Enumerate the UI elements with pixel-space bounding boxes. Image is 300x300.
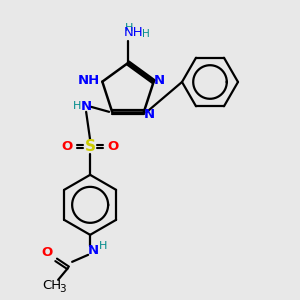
- Text: O: O: [61, 140, 73, 153]
- Text: H: H: [99, 241, 107, 251]
- Text: N: N: [88, 244, 99, 257]
- Text: H: H: [125, 23, 133, 33]
- Text: NH: NH: [78, 74, 100, 87]
- Text: O: O: [107, 140, 119, 153]
- Text: 3: 3: [59, 284, 65, 294]
- Text: N: N: [81, 100, 92, 113]
- Text: N: N: [143, 108, 155, 121]
- Text: S: S: [85, 139, 96, 154]
- Text: N: N: [154, 74, 165, 87]
- Text: H: H: [142, 29, 150, 39]
- Text: H: H: [73, 101, 81, 111]
- Text: CH: CH: [43, 279, 62, 292]
- Text: O: O: [41, 246, 53, 259]
- Text: NH: NH: [124, 26, 144, 39]
